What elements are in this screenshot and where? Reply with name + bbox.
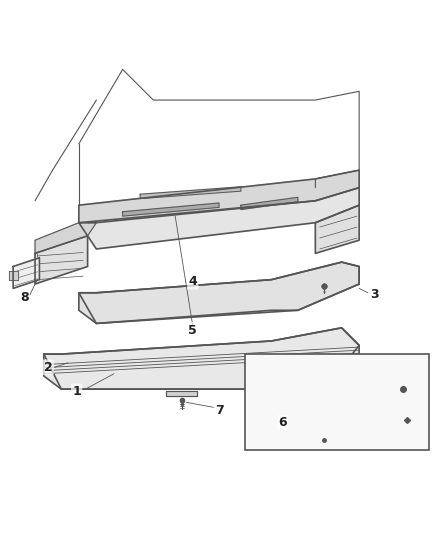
- Polygon shape: [258, 398, 385, 424]
- Polygon shape: [79, 170, 359, 223]
- Polygon shape: [44, 328, 359, 389]
- Text: 6: 6: [278, 416, 287, 430]
- Polygon shape: [241, 197, 298, 209]
- Text: 2: 2: [44, 361, 53, 374]
- Polygon shape: [35, 236, 88, 284]
- Text: 1: 1: [72, 385, 81, 398]
- Polygon shape: [166, 391, 197, 395]
- Text: 8: 8: [20, 290, 28, 304]
- Polygon shape: [9, 271, 18, 280]
- Polygon shape: [79, 262, 359, 324]
- Polygon shape: [123, 203, 219, 216]
- Polygon shape: [35, 223, 96, 253]
- Polygon shape: [315, 205, 359, 253]
- FancyBboxPatch shape: [245, 354, 429, 450]
- Text: 7: 7: [215, 403, 223, 417]
- Polygon shape: [79, 262, 359, 324]
- Text: 3: 3: [370, 288, 379, 302]
- Text: 5: 5: [188, 324, 197, 336]
- Text: 4: 4: [188, 276, 197, 288]
- Polygon shape: [44, 328, 359, 389]
- Polygon shape: [79, 188, 359, 249]
- Polygon shape: [140, 187, 241, 199]
- Polygon shape: [13, 258, 39, 288]
